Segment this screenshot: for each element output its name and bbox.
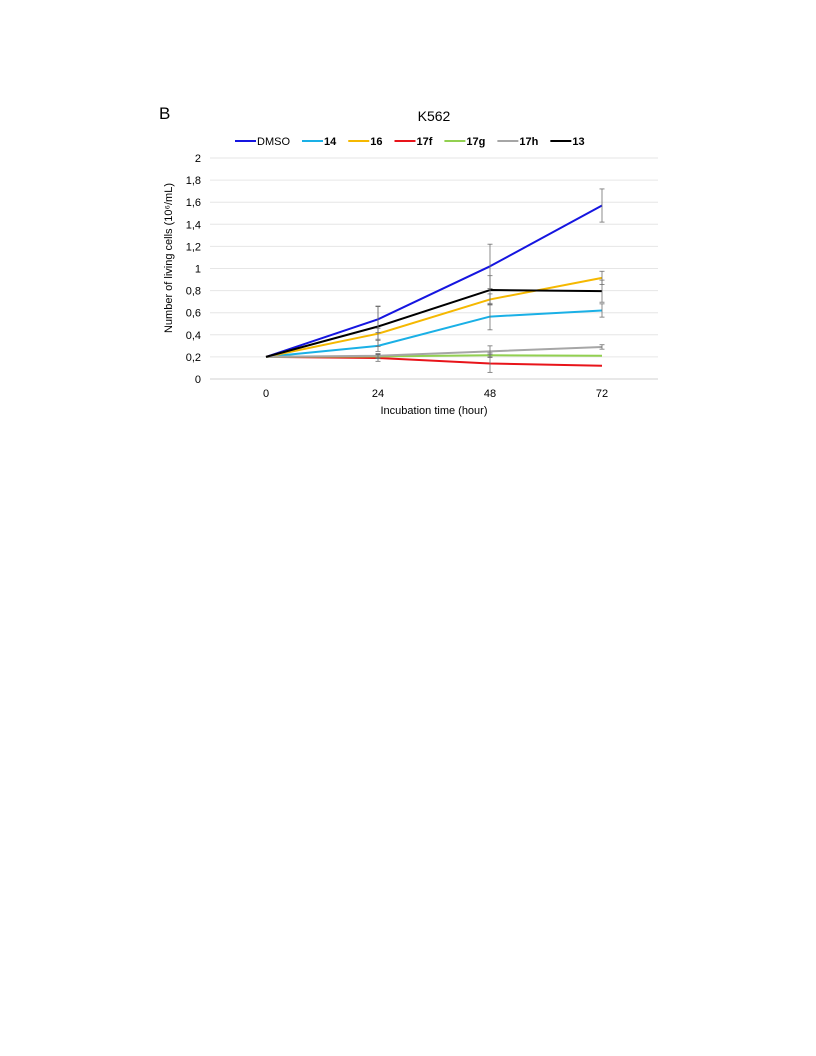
error-bar <box>599 188 605 223</box>
y-tick-label: 0,2 <box>186 352 201 364</box>
error-bar <box>487 345 493 358</box>
error-bars <box>375 188 605 373</box>
x-tick-label: 0 <box>263 388 269 400</box>
legend-label: 17g <box>466 136 485 148</box>
legend-item-16: 16 <box>348 136 383 148</box>
legend-label: 13 <box>572 136 584 148</box>
x-tick-label: 48 <box>484 388 496 400</box>
series-line-DMSO <box>265 204 603 358</box>
legend-label: 17f <box>417 136 433 148</box>
chart-gridlines <box>210 157 658 380</box>
y-tick-label: 1 <box>195 264 201 276</box>
legend-label: 16 <box>370 136 382 148</box>
legend-item-13: 13 <box>550 136 585 148</box>
y-tick-label: 1,2 <box>186 241 201 253</box>
x-axis-ticks: 0 24 48 72 <box>263 388 608 400</box>
panel-label: B <box>159 104 171 123</box>
chart-series <box>265 204 603 367</box>
y-tick-label: 0 <box>195 374 201 386</box>
y-tick-label: 1,6 <box>186 197 201 209</box>
series-line-14 <box>265 309 603 358</box>
series-line-16 <box>265 276 603 358</box>
y-axis-ticks: 0 0,2 0,4 0,6 0,8 1 1,2 1,4 1,6 1,8 2 <box>186 153 201 386</box>
series-line-17h <box>265 345 603 358</box>
x-tick-label: 24 <box>372 388 384 400</box>
chart-title: K562 <box>418 108 451 124</box>
error-bar <box>375 306 381 347</box>
legend-item-17h: 17h <box>497 136 539 148</box>
error-bar <box>599 303 605 318</box>
x-axis-label: Incubation time (hour) <box>381 405 488 417</box>
legend-item-DMSO: DMSO <box>235 136 290 148</box>
legend-label: 14 <box>324 136 337 148</box>
y-tick-label: 2 <box>195 153 201 165</box>
series-line-13 <box>265 289 603 358</box>
legend-item-14: 14 <box>302 136 337 148</box>
y-tick-label: 1,8 <box>186 175 201 187</box>
error-bar <box>599 279 605 303</box>
error-bar <box>599 344 605 350</box>
y-tick-label: 1,4 <box>186 219 201 231</box>
chart-legend: DMSO 14 16 17f 17g 17h 13 <box>235 136 585 148</box>
legend-item-17f: 17f <box>394 136 433 148</box>
y-tick-label: 0,8 <box>186 286 201 298</box>
y-axis-label: Number of living cells (10⁶/mL) <box>163 183 175 333</box>
y-tick-label: 0,6 <box>186 308 201 320</box>
x-tick-label: 72 <box>596 388 608 400</box>
error-bar <box>375 353 381 359</box>
y-tick-label: 0,4 <box>186 330 201 342</box>
legend-item-17g: 17g <box>444 136 485 148</box>
legend-label: DMSO <box>257 136 290 148</box>
legend-label: 17h <box>519 136 538 148</box>
error-bar <box>487 275 493 305</box>
series-line-17f <box>265 355 603 367</box>
